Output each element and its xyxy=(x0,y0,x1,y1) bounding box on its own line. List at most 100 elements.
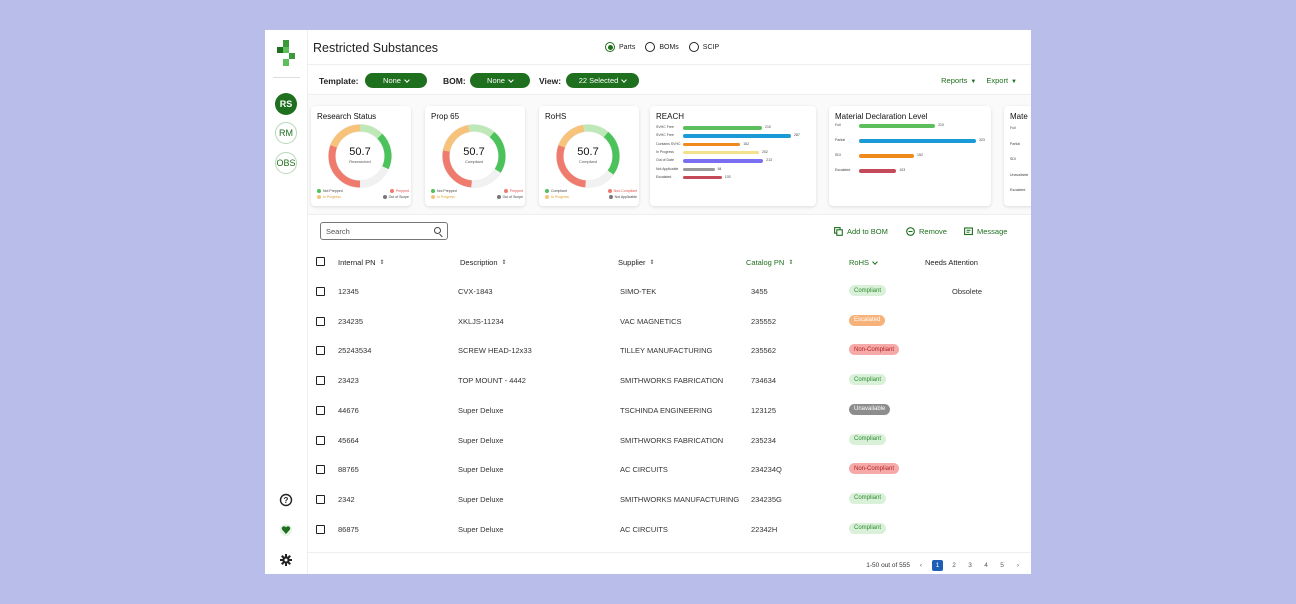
row-checkbox[interactable] xyxy=(316,465,325,475)
bom-value: None xyxy=(487,76,505,85)
view-label: View: xyxy=(539,76,562,86)
gear-icon[interactable] xyxy=(278,552,294,568)
pagination-footer: 1-50 out of 555 ‹ 1 2 3 4 5 › xyxy=(308,552,1031,574)
result-range: 1-50 out of 555 xyxy=(866,562,910,569)
row-checkbox[interactable] xyxy=(316,405,325,415)
gauge-value: 50.7 xyxy=(463,146,485,158)
select-all-checkbox[interactable] xyxy=(316,257,325,266)
radio-parts[interactable]: Parts xyxy=(605,42,635,52)
export-menu[interactable]: Export ▼ xyxy=(986,76,1017,85)
cell-supplier: SMITHWORKS MANUFACTURING xyxy=(620,494,740,504)
page-button[interactable]: 5 xyxy=(1000,562,1004,569)
page-title: Restricted Substances xyxy=(313,41,439,55)
cell-internal-pn: 234235 xyxy=(338,316,364,326)
row-checkbox[interactable] xyxy=(316,287,325,296)
column-header-rohs[interactable]: RoHS xyxy=(849,258,878,267)
template-dropdown[interactable]: None xyxy=(365,73,427,88)
column-header-catalog-pn[interactable]: Catalog PN ⇕ xyxy=(746,258,794,267)
column-header-internal-pn[interactable]: Internal PN ⇕ xyxy=(338,258,385,267)
status-badge: Non-Compliant xyxy=(849,463,900,475)
column-header-supplier[interactable]: Supplier ⇕ xyxy=(618,258,655,267)
card-title: Mate xyxy=(1010,112,1028,121)
left-rail: RS RM OBS ? xyxy=(265,30,308,574)
legend-item: Not Prepped xyxy=(431,189,477,193)
view-radio-group: Parts BOMs SCIP xyxy=(605,42,719,52)
rail-item-obs[interactable]: OBS xyxy=(275,152,297,174)
bar-value: 103 xyxy=(724,174,731,179)
cell-needs-attention: Obsolete xyxy=(952,287,983,296)
cell-catalog-pn: 234235G xyxy=(751,494,782,504)
bar-label: Partial xyxy=(1010,141,1020,146)
gauge-sublabel: Compliant xyxy=(578,159,597,164)
rail-item-rm[interactable]: RM xyxy=(275,122,297,144)
cell-internal-pn: 88765 xyxy=(338,465,359,475)
card-legend: Compliant Non-Compliant In Progress Not … xyxy=(545,189,637,199)
row-checkbox[interactable] xyxy=(316,494,325,504)
bar-label: Not Applicable xyxy=(656,166,679,171)
cell-catalog-pn: 235562 xyxy=(751,346,777,356)
sort-icon: ⇕ xyxy=(501,260,507,266)
card-research-status[interactable]: Research Status 50.7 Researched Not Prep… xyxy=(311,106,411,206)
bar-value: 103 xyxy=(899,168,906,172)
row-checkbox[interactable] xyxy=(316,524,325,534)
page-button[interactable]: 2 xyxy=(952,562,956,569)
bar-label: Contains SVHC xyxy=(656,141,681,146)
card-partial[interactable]: Mate Full Partial SDI Unavailable Escalated xyxy=(1004,106,1031,206)
page-button[interactable]: 3 xyxy=(968,562,972,569)
status-badge: Non-Compliant xyxy=(849,344,900,356)
cell-internal-pn: 12345 xyxy=(338,287,359,296)
radio-scip[interactable]: SCIP xyxy=(688,42,720,52)
column-header-description[interactable]: Description ⇕ xyxy=(460,258,507,267)
search-input[interactable]: Search xyxy=(320,222,448,240)
cell-internal-pn: 44676 xyxy=(338,405,359,415)
card-reach[interactable]: REACH SVHC Free 210 SVHC Free 287 Contains S… xyxy=(650,106,816,206)
cell-supplier: TSCHINDA ENGINEERING xyxy=(620,405,713,415)
view-dropdown[interactable]: 22 Selected xyxy=(566,73,639,88)
cell-description: SCREW HEAD-12x33 xyxy=(458,346,532,356)
message-button[interactable]: Message xyxy=(964,227,1007,236)
prev-page-icon[interactable]: ‹ xyxy=(919,562,923,569)
next-page-icon[interactable]: › xyxy=(1016,562,1020,569)
cell-supplier: SIMO-TEK xyxy=(620,287,657,296)
table-row: 12345 CVX-1843 SIMO-TEK 3455 Compliant Obsole… xyxy=(308,277,1031,307)
cell-catalog-pn: 3455 xyxy=(751,287,768,296)
card-material-declaration[interactable]: Material Declaration Level Full 210 Partia… xyxy=(829,106,991,206)
row-checkbox[interactable] xyxy=(316,435,325,445)
bar-label: Unavailable xyxy=(1010,172,1029,177)
bar-mark xyxy=(683,126,763,130)
table-header: Internal PN ⇕ Description ⇕ Supplier ⇕ Cata… xyxy=(308,247,1031,277)
cell-description: Super Deluxe xyxy=(458,465,504,475)
column-header-needs-attention[interactable]: Needs Attention xyxy=(925,258,978,267)
chevron-down-icon xyxy=(508,76,514,83)
chevron-down-icon xyxy=(872,258,878,265)
page-button[interactable]: 4 xyxy=(984,562,988,569)
cell-description: CVX-1843 xyxy=(458,287,493,296)
add-to-bom-button[interactable]: Add to BOM xyxy=(834,227,888,236)
radio-label: SCIP xyxy=(702,43,720,51)
card-rohs[interactable]: RoHS 50.7 Compliant Compliant Non-Compli… xyxy=(539,106,639,206)
row-checkbox[interactable] xyxy=(316,346,325,356)
card-prop65[interactable]: Prop 65 50.7 Compliant Not Prepped Prepp… xyxy=(425,106,525,206)
row-checkbox[interactable] xyxy=(316,316,325,326)
table-row: 234235 XKLJS-11234 VAC MAGNETICS 235552 Esca… xyxy=(308,307,1031,337)
bar-label: In Progress xyxy=(656,149,674,154)
help-icon[interactable]: ? xyxy=(278,492,294,508)
heart-icon[interactable] xyxy=(278,522,294,538)
cell-internal-pn: 2342 xyxy=(338,494,355,504)
cell-catalog-pn: 235552 xyxy=(751,316,777,326)
radio-empty-icon xyxy=(688,42,699,52)
radio-boms[interactable]: BOMs xyxy=(645,42,679,52)
page-button[interactable]: 1 xyxy=(932,560,943,571)
rail-item-rs[interactable]: RS xyxy=(275,93,297,115)
sort-icon: ⇕ xyxy=(788,260,794,266)
sort-icon: ⇕ xyxy=(649,260,655,266)
legend-item: Non-Compliant xyxy=(591,189,637,193)
reports-menu[interactable]: Reports ▼ xyxy=(941,76,976,85)
bom-dropdown[interactable]: None xyxy=(470,73,530,88)
cell-supplier: SMITHWORKS FABRICATION xyxy=(620,376,724,386)
row-checkbox[interactable] xyxy=(316,376,325,386)
remove-button[interactable]: Remove xyxy=(906,227,947,236)
table-toolbar: Search Add to BOM Remove Message xyxy=(308,215,1031,247)
cell-supplier: TILLEY MANUFACTURING xyxy=(620,346,713,356)
add-to-bom-label: Add to BOM xyxy=(847,227,888,236)
